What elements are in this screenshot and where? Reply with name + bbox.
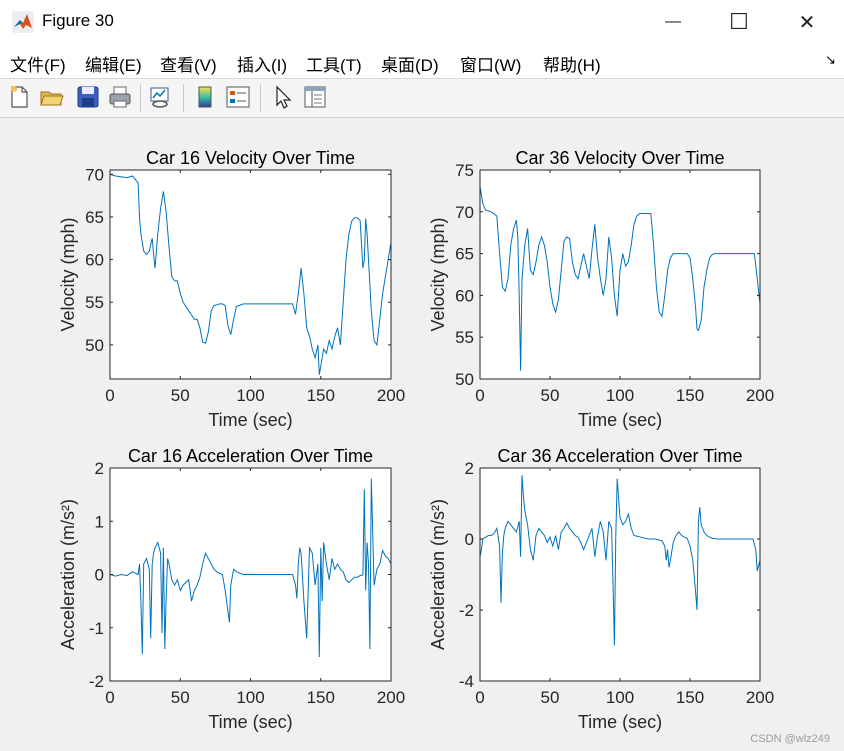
menu-desktop[interactable]: 桌面(D) (381, 56, 439, 75)
print-icon[interactable] (107, 84, 133, 110)
maximize-icon: ☐ (729, 9, 749, 34)
pointer-arrow-icon[interactable] (270, 84, 296, 110)
title-bar[interactable]: Figure 30 — ☐ ✕ (0, 0, 844, 44)
y-tick-label: 60 (85, 251, 104, 270)
maximize-button[interactable]: ☐ (706, 0, 772, 44)
y-tick-label: 60 (455, 286, 474, 305)
y-tick-label: 2 (95, 459, 104, 478)
x-tick-label: 0 (475, 386, 484, 405)
series-line (480, 475, 760, 646)
x-tick-label: 100 (236, 386, 264, 405)
x-axis-label: Time (sec) (208, 410, 292, 430)
y-tick-label: 1 (95, 512, 104, 531)
menu-tools[interactable]: 工具(T) (306, 56, 362, 75)
y-axis-label: Velocity (mph) (428, 217, 448, 331)
toolbar-separator (140, 84, 141, 112)
x-tick-label: 50 (541, 688, 560, 707)
y-tick-label: 55 (455, 328, 474, 347)
y-tick-label: 65 (85, 208, 104, 227)
menu-help[interactable]: 帮助(H) (543, 56, 601, 75)
y-tick-label: -1 (89, 619, 104, 638)
subplot-4[interactable]: 0 50 100 150 200 -4 -2 0 2 Car 36 Acceleration Ov… (428, 446, 774, 732)
property-inspector-icon[interactable] (302, 84, 328, 110)
y-tick-label: 75 (455, 161, 474, 180)
x-tick-label: 150 (676, 386, 704, 405)
y-axis-label: Velocity (mph) (58, 217, 78, 331)
axes-background (110, 170, 391, 379)
y-tick-label: 70 (455, 203, 474, 222)
window-title: Figure 30 (42, 11, 114, 30)
series-line (480, 186, 760, 371)
x-tick-label: 50 (541, 386, 560, 405)
y-tick-label: 65 (455, 245, 474, 264)
open-folder-icon[interactable] (39, 84, 65, 110)
chart-title: Car 16 Velocity Over Time (146, 148, 355, 168)
y-tick-label: 70 (85, 165, 104, 184)
y-tick-label: 50 (455, 370, 474, 389)
series-line (110, 173, 391, 375)
menu-file[interactable]: 文件(F) (10, 56, 66, 75)
y-tick-label: -4 (459, 672, 474, 691)
close-button[interactable]: ✕ (774, 0, 840, 44)
save-icon[interactable] (75, 84, 101, 110)
menu-view[interactable]: 查看(V) (160, 56, 217, 75)
x-axis-label: Time (sec) (578, 410, 662, 430)
figure-toolbar (0, 79, 844, 118)
x-tick-label: 200 (377, 688, 405, 707)
close-icon: ✕ (798, 11, 816, 34)
x-tick-label: 0 (105, 386, 114, 405)
figure-canvas: 0 50 100 150 200 50 55 60 65 70 Car 16 Velocity Ov… (4, 118, 840, 746)
y-axis-label: Acceleration (m/s²) (58, 499, 78, 650)
subplot-1[interactable]: 0 50 100 150 200 50 55 60 65 70 Car 16 Velocity Ov… (58, 148, 405, 430)
y-tick-label: 50 (85, 336, 104, 355)
subplot-3[interactable]: 0 50 100 150 200 -2 -1 0 1 2 Car 16 Acceleration O… (58, 446, 405, 732)
undock-arrow-icon[interactable]: ↘ (825, 52, 836, 67)
y-tick-label: 0 (465, 530, 474, 549)
x-tick-label: 200 (746, 688, 774, 707)
x-tick-label: 200 (377, 386, 405, 405)
minimize-icon: — (665, 13, 681, 30)
y-tick-label: 55 (85, 293, 104, 312)
series-line (110, 478, 391, 658)
menu-window[interactable]: 窗口(W) (460, 56, 522, 75)
watermark-text: CSDN @wlz249 (750, 733, 830, 745)
y-tick-label: -2 (89, 672, 104, 691)
y-axis-label: Acceleration (m/s²) (428, 499, 448, 650)
x-tick-label: 150 (307, 688, 335, 707)
x-tick-label: 100 (236, 688, 264, 707)
x-tick-label: 200 (746, 386, 774, 405)
x-tick-label: 50 (171, 688, 190, 707)
x-tick-label: 150 (676, 688, 704, 707)
link-plot-icon[interactable] (148, 84, 174, 110)
legend-icon[interactable] (225, 84, 251, 110)
x-tick-label: 0 (105, 688, 114, 707)
menu-insert[interactable]: 插入(I) (237, 56, 288, 75)
chart-title: Car 36 Velocity Over Time (515, 148, 724, 168)
minimize-button[interactable]: — (640, 0, 706, 44)
colorbar-icon[interactable] (192, 84, 218, 110)
y-tick-label: 0 (95, 566, 104, 585)
matlab-logo-icon (12, 11, 34, 33)
new-figure-icon[interactable] (6, 84, 32, 110)
toolbar-separator (260, 84, 261, 112)
x-tick-label: 0 (475, 688, 484, 707)
chart-title: Car 36 Acceleration Over Time (497, 446, 742, 466)
axes-background (480, 468, 760, 681)
x-axis-label: Time (sec) (208, 712, 292, 732)
x-tick-label: 100 (606, 386, 634, 405)
x-tick-label: 50 (171, 386, 190, 405)
menu-edit[interactable]: 编辑(E) (85, 56, 142, 75)
y-tick-label: 2 (465, 459, 474, 478)
toolbar-separator (183, 84, 184, 112)
chart-title: Car 16 Acceleration Over Time (128, 446, 373, 466)
y-tick-label: -2 (459, 601, 474, 620)
x-axis-label: Time (sec) (578, 712, 662, 732)
x-tick-label: 100 (606, 688, 634, 707)
menu-bar: 文件(F) 编辑(E) 查看(V) 插入(I) 工具(T) 桌面(D) 窗口(W… (0, 44, 844, 79)
x-tick-label: 150 (307, 386, 335, 405)
